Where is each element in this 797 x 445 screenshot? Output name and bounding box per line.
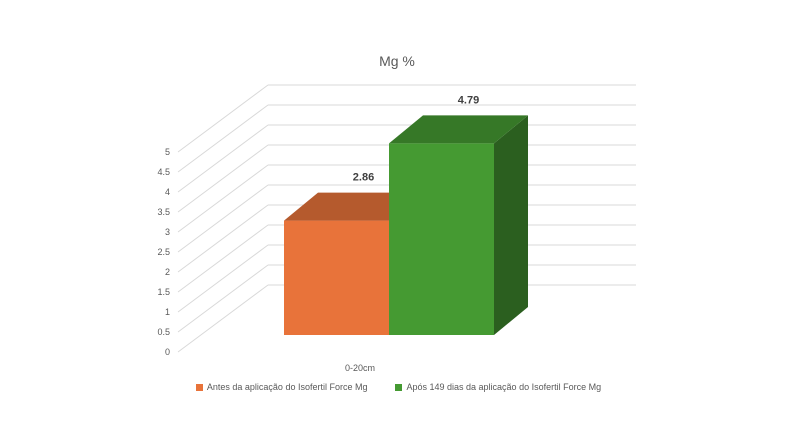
legend-item-after: Após 149 dias da aplicação do Isofertil … xyxy=(395,382,601,392)
legend-swatch-after xyxy=(395,383,403,391)
y-tick-label-4: 2 xyxy=(165,267,170,277)
legend-label-after: Após 149 dias da aplicação do Isofertil … xyxy=(406,382,602,392)
y-tick-label-8: 4 xyxy=(165,187,170,197)
y-tick-label-7: 3.5 xyxy=(157,207,170,217)
y-tick-label-9: 4.5 xyxy=(157,167,170,177)
gridline-side-9 xyxy=(177,104,269,173)
chart-title: Mg % xyxy=(379,53,415,69)
y-tick-label-3: 1.5 xyxy=(157,287,170,297)
y-axis-ticks: 0 0.5 1 1.5 2 2.5 3 3.5 4 4.5 5 xyxy=(157,147,170,357)
bar-top-0 xyxy=(284,192,423,221)
gridline-side-1 xyxy=(177,264,269,333)
bar-front-1 xyxy=(389,143,494,335)
gridline-side-10 xyxy=(177,84,269,153)
legend-swatch-before xyxy=(195,383,203,391)
data-label-1: 4.79 xyxy=(458,94,479,106)
gridline-side-4 xyxy=(177,204,269,273)
y-tick-label-6: 3 xyxy=(165,227,170,237)
bar-top-1 xyxy=(389,115,528,144)
y-tick-label-2: 1 xyxy=(165,307,170,317)
y-tick-label-5: 2.5 xyxy=(157,247,170,257)
gridline-side-2 xyxy=(177,244,269,313)
category-label: 0-20cm xyxy=(345,363,375,373)
gridline-side-8 xyxy=(177,124,269,193)
data-label-0: 2.86 xyxy=(353,172,374,184)
gridline-side-5 xyxy=(177,184,269,253)
gridline-side-6 xyxy=(177,164,269,233)
legend: Antes da aplicação do Isofertil Force Mg… xyxy=(0,382,797,392)
y-tick-label-10: 5 xyxy=(165,147,170,157)
gridline-side-7 xyxy=(177,144,269,213)
y-tick-label-1: 0.5 xyxy=(157,327,170,337)
legend-item-before: Antes da aplicação do Isofertil Force Mg xyxy=(195,382,368,392)
bar-front-0 xyxy=(284,220,389,335)
gridline-side-0 xyxy=(177,284,269,353)
y-tick-label-0: 0 xyxy=(165,347,170,357)
bar-side-1 xyxy=(494,115,528,336)
legend-label-before: Antes da aplicação do Isofertil Force Mg xyxy=(206,382,368,392)
bars: 2.86 4.79 xyxy=(284,94,528,336)
gridline-side-3 xyxy=(177,224,269,293)
